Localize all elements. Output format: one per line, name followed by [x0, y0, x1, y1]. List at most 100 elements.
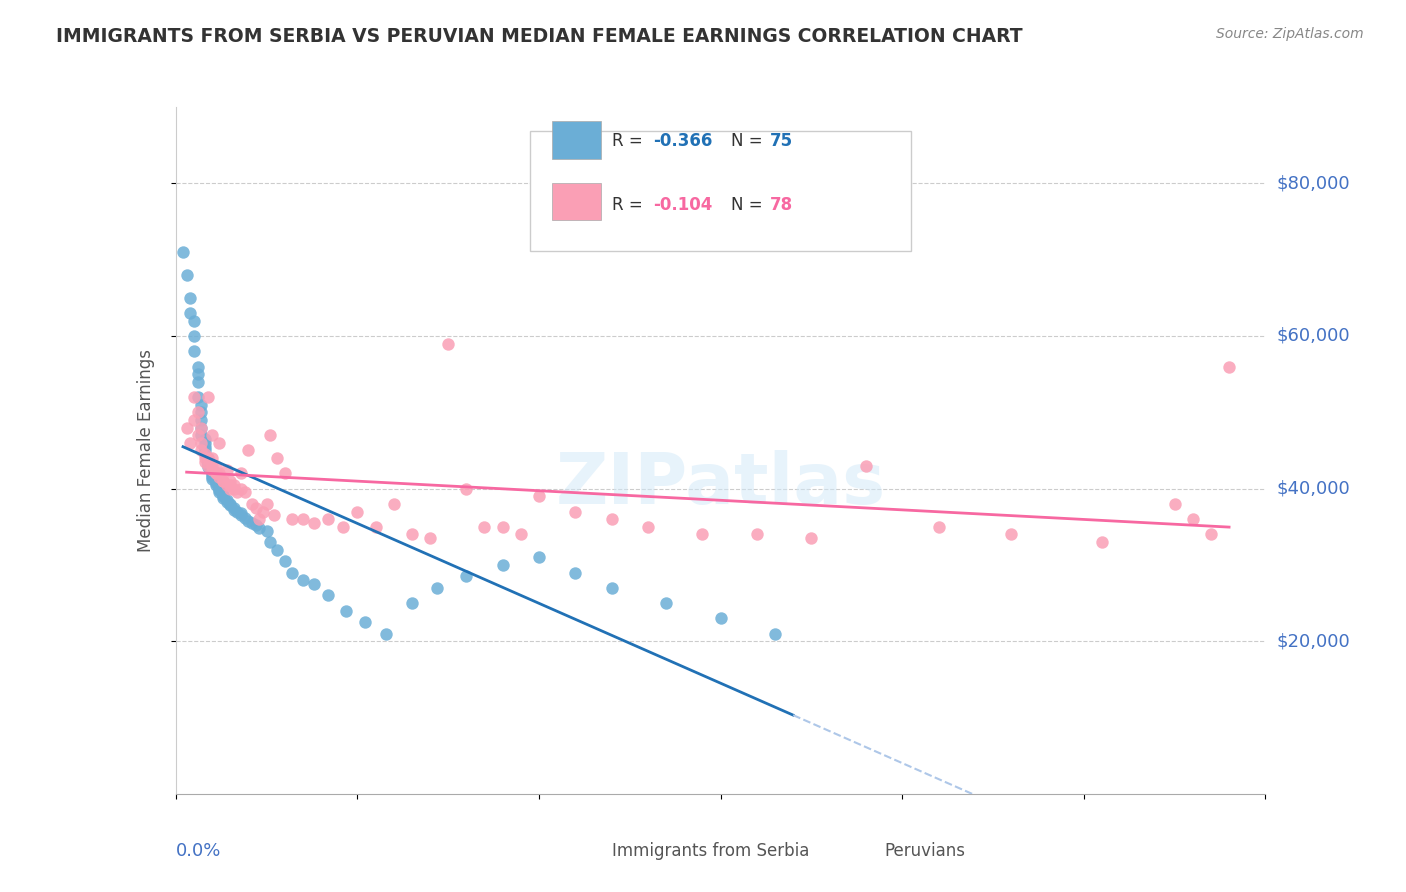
- Point: [194, 447, 217, 461]
- Point: [208, 480, 231, 494]
- Point: [353, 615, 375, 630]
- Point: [382, 497, 405, 511]
- Point: [197, 460, 219, 475]
- Point: [179, 291, 201, 305]
- Point: [245, 518, 267, 533]
- Point: [419, 531, 441, 545]
- Point: [364, 520, 387, 534]
- Text: N =: N =: [731, 195, 768, 213]
- Point: [212, 489, 235, 503]
- Point: [527, 489, 550, 503]
- Point: [208, 482, 231, 496]
- Point: [564, 504, 586, 518]
- Text: $40,000: $40,000: [1277, 480, 1350, 498]
- Point: [226, 485, 249, 500]
- Point: [215, 478, 238, 492]
- Text: 78: 78: [769, 195, 793, 213]
- Point: [197, 458, 219, 473]
- Point: [266, 451, 288, 466]
- Point: [190, 398, 212, 412]
- Point: [201, 451, 224, 466]
- Text: Peruvians: Peruvians: [884, 842, 965, 860]
- Point: [204, 475, 226, 490]
- Point: [201, 462, 224, 476]
- Point: [186, 367, 209, 381]
- Point: [197, 451, 219, 466]
- Point: [176, 420, 198, 434]
- Point: [256, 497, 278, 511]
- Point: [186, 390, 209, 404]
- Point: [1000, 527, 1022, 541]
- Point: [302, 516, 325, 530]
- Text: ZIPatlas: ZIPatlas: [555, 450, 886, 519]
- Point: [190, 428, 212, 442]
- Text: $20,000: $20,000: [1277, 632, 1350, 650]
- Point: [208, 485, 231, 500]
- Point: [763, 626, 786, 640]
- Text: IMMIGRANTS FROM SERBIA VS PERUVIAN MEDIAN FEMALE EARNINGS CORRELATION CHART: IMMIGRANTS FROM SERBIA VS PERUVIAN MEDIA…: [56, 27, 1024, 45]
- Text: -0.366: -0.366: [652, 132, 713, 151]
- Point: [194, 447, 217, 461]
- Point: [527, 550, 550, 565]
- Point: [233, 510, 256, 524]
- Point: [186, 428, 209, 442]
- Point: [179, 435, 201, 450]
- Point: [201, 473, 224, 487]
- Text: Source: ZipAtlas.com: Source: ZipAtlas.com: [1216, 27, 1364, 41]
- Point: [215, 495, 238, 509]
- Point: [190, 420, 212, 434]
- Point: [426, 581, 449, 595]
- Point: [201, 428, 224, 442]
- Point: [231, 508, 253, 523]
- Point: [194, 443, 217, 458]
- Point: [291, 573, 314, 587]
- Point: [240, 516, 263, 530]
- Point: [231, 506, 253, 520]
- Point: [201, 470, 224, 484]
- Point: [256, 524, 278, 538]
- Point: [176, 268, 198, 282]
- Text: 75: 75: [769, 132, 793, 151]
- Point: [219, 474, 242, 488]
- Point: [222, 503, 245, 517]
- Point: [492, 520, 515, 534]
- Point: [928, 520, 950, 534]
- Point: [274, 554, 297, 568]
- Point: [1199, 527, 1222, 541]
- Point: [1163, 497, 1185, 511]
- Point: [212, 474, 235, 488]
- Point: [231, 467, 253, 481]
- Point: [208, 467, 231, 481]
- Point: [266, 542, 288, 557]
- Text: 0.0%: 0.0%: [176, 842, 221, 860]
- Point: [201, 467, 224, 481]
- Text: R =: R =: [612, 132, 648, 151]
- Point: [335, 604, 357, 618]
- Point: [204, 467, 226, 481]
- FancyBboxPatch shape: [551, 120, 600, 159]
- Point: [437, 336, 460, 351]
- Text: N =: N =: [731, 132, 768, 151]
- FancyBboxPatch shape: [562, 823, 600, 855]
- Point: [240, 497, 263, 511]
- Point: [346, 504, 368, 518]
- Point: [233, 485, 256, 500]
- Point: [637, 520, 659, 534]
- Point: [401, 527, 423, 541]
- Point: [222, 500, 245, 515]
- Point: [318, 589, 340, 603]
- Y-axis label: Median Female Earnings: Median Female Earnings: [136, 349, 155, 552]
- Point: [259, 428, 281, 442]
- Point: [247, 512, 270, 526]
- Text: $60,000: $60,000: [1277, 327, 1350, 345]
- Point: [201, 462, 224, 476]
- Point: [332, 520, 354, 534]
- Point: [219, 478, 242, 492]
- Point: [194, 451, 217, 466]
- Point: [692, 527, 714, 541]
- Point: [215, 462, 238, 476]
- Text: R =: R =: [612, 195, 648, 213]
- Point: [1218, 359, 1240, 374]
- Point: [600, 581, 623, 595]
- Point: [222, 482, 245, 496]
